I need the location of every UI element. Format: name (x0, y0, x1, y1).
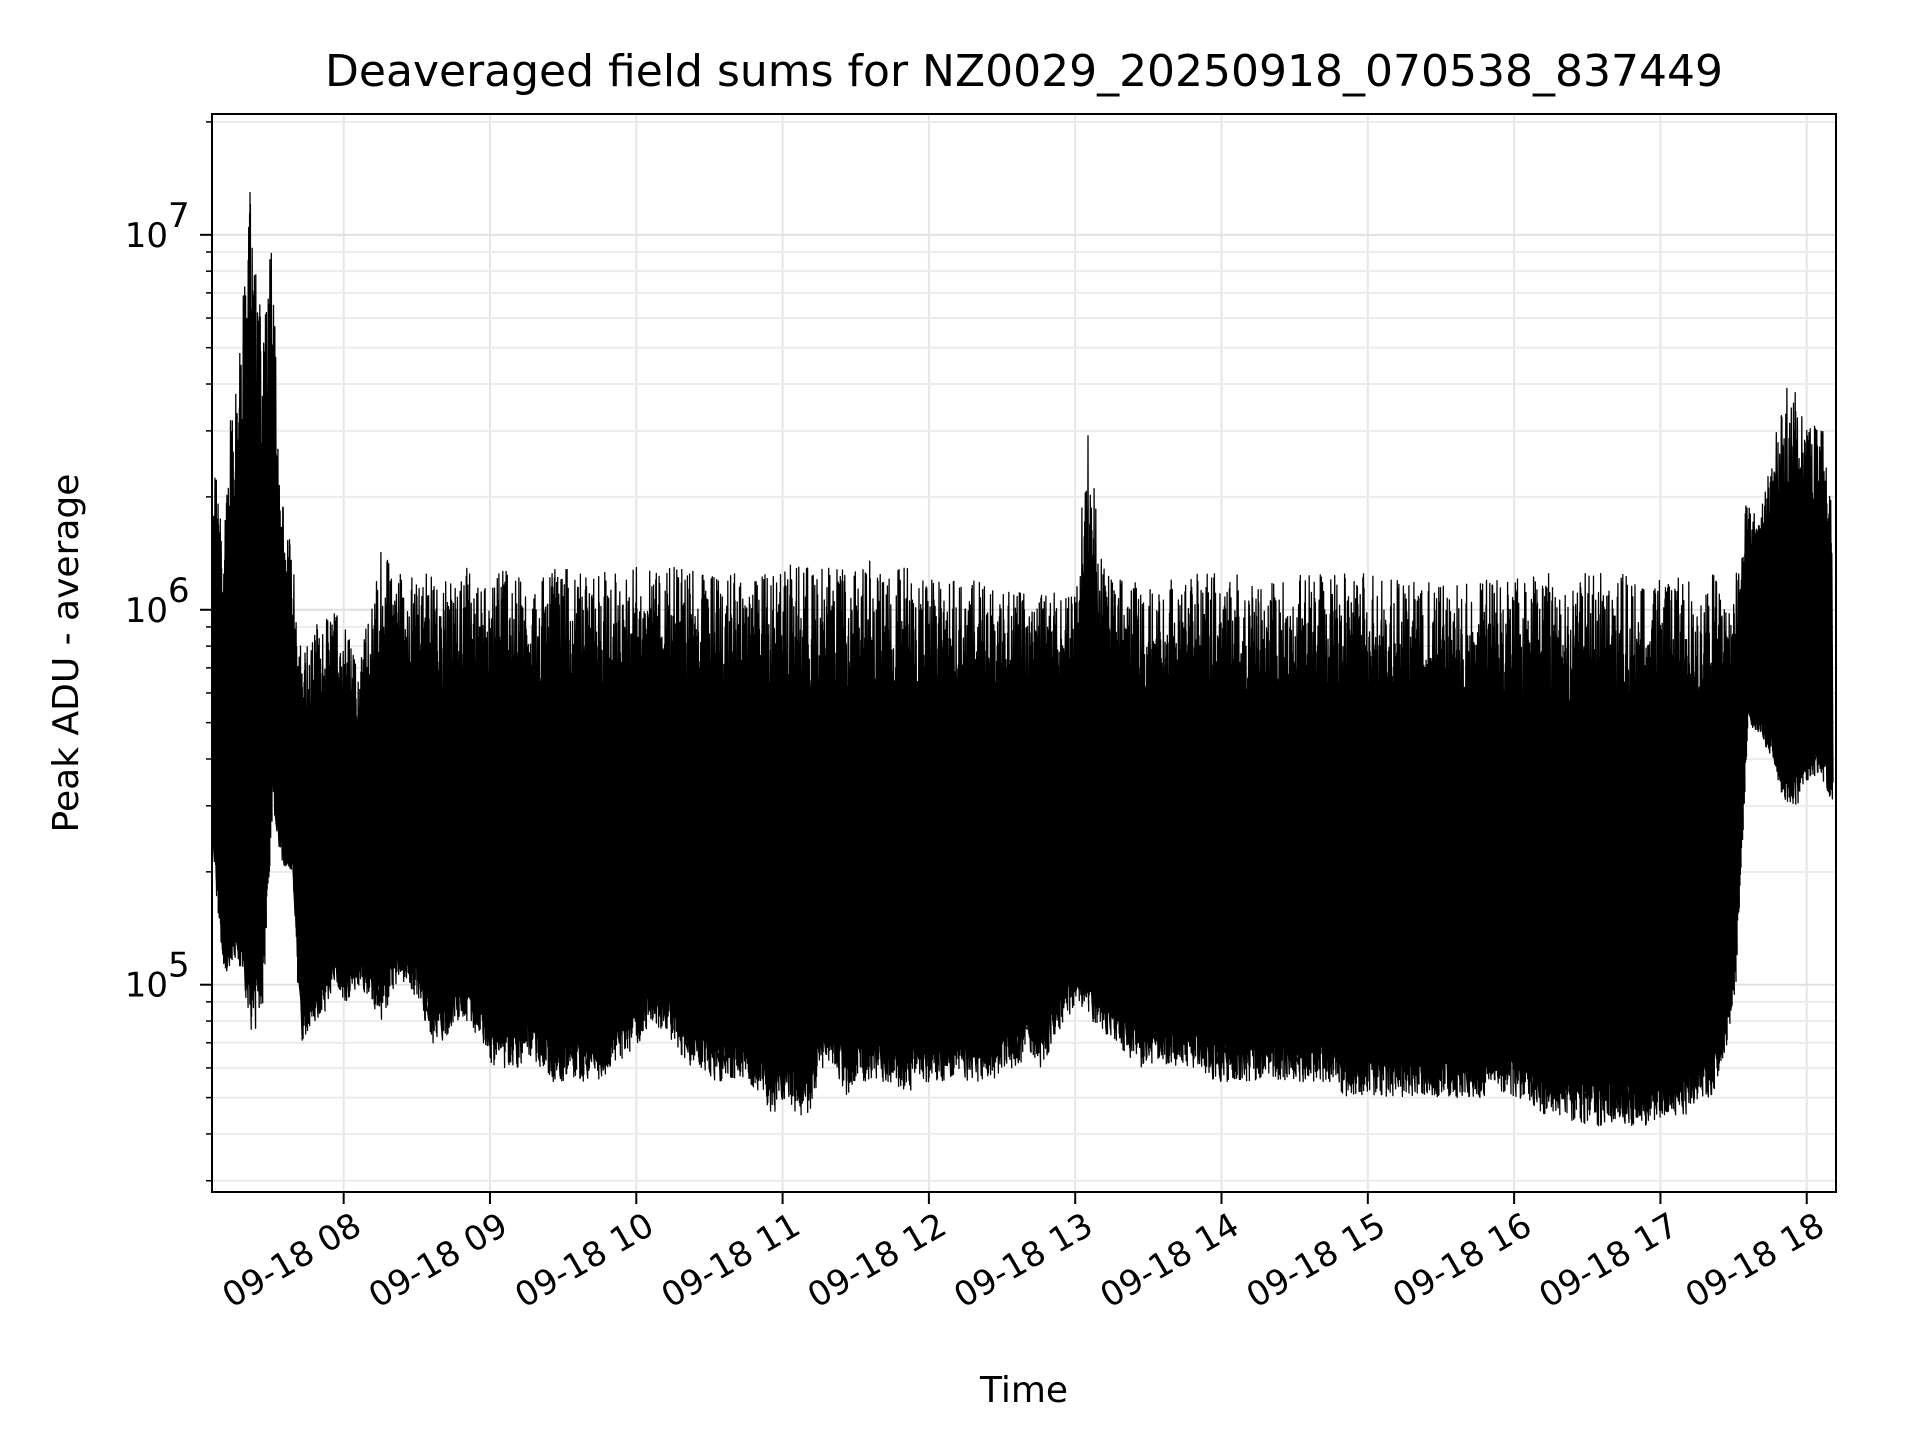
y-tick-exponent: 6 (168, 571, 190, 611)
y-tick-base: 10 (125, 591, 168, 631)
data-line (212, 191, 1834, 1127)
x-axis-label: Time (979, 1370, 1068, 1411)
y-tick-label: 10 (125, 966, 168, 1006)
y-tick-base: 10 (125, 966, 168, 1006)
data-layer (212, 191, 1834, 1127)
y-axis-label: Peak ADU - average (46, 474, 87, 833)
y-tick-label: 10 (125, 591, 168, 631)
plot-frame (211, 113, 1837, 1193)
y-tick-label: 10 (125, 216, 168, 256)
y-tick-exponent: 7 (168, 196, 190, 236)
y-tick-exponent: 5 (168, 946, 190, 986)
y-tick-base: 10 (125, 216, 168, 256)
chart-title: Deaveraged field sums for NZ0029_2025091… (325, 46, 1723, 97)
